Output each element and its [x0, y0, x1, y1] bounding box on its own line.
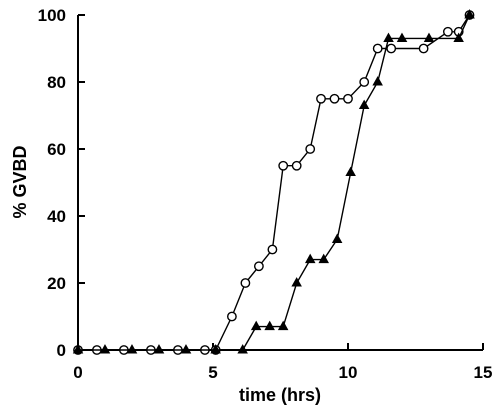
data-point-triangle [277, 320, 289, 331]
data-point-triangle [331, 233, 343, 243]
data-point-triangle [250, 320, 262, 331]
data-point-triangle [264, 320, 275, 331]
series-2-line [78, 14, 471, 351]
x-tick-label: 0 [73, 363, 82, 382]
data-point-triangle [153, 344, 165, 354]
y-tick-label: 40 [47, 207, 66, 226]
ticks: 0 20 40 60 80 100 0 5 10 15 [38, 6, 493, 382]
data-point-circle [305, 144, 316, 154]
data-point-circle [329, 93, 340, 104]
data-point-circle [226, 311, 237, 322]
x-tick-label: 15 [474, 363, 493, 382]
data-point-triangle [372, 76, 383, 86]
series-layer [72, 9, 475, 355]
data-point-circle [240, 278, 251, 288]
data-point-triangle [318, 253, 330, 264]
x-tick-label: 10 [339, 363, 358, 382]
data-point-triangle [464, 9, 475, 19]
y-tick-label: 100 [38, 6, 66, 25]
data-point-circle [253, 261, 264, 272]
data-point-circle [316, 93, 326, 104]
data-point-circle [267, 244, 278, 255]
data-point-triangle [358, 99, 370, 109]
data-point-triangle [126, 344, 138, 354]
data-point-triangle [237, 344, 248, 354]
series-2 [72, 9, 475, 354]
x-axis-title: time (hrs) [239, 385, 321, 405]
x-tick-label: 5 [208, 363, 217, 382]
data-point-circle [278, 160, 289, 171]
data-point-circle [291, 160, 302, 171]
data-point-circle [386, 43, 397, 54]
data-point-triangle [180, 344, 192, 354]
y-tick-label: 20 [47, 274, 66, 293]
y-tick-label: 0 [57, 341, 66, 360]
data-point-triangle [99, 344, 111, 354]
data-point-circle [372, 43, 383, 54]
data-point-triangle [396, 32, 408, 43]
data-point-circle [343, 93, 353, 104]
data-point-triangle [304, 253, 316, 264]
data-point-triangle [423, 32, 435, 43]
data-point-circle [418, 43, 429, 54]
data-point-triangle [383, 32, 394, 43]
data-point-triangle [291, 277, 302, 287]
data-point-triangle [210, 344, 221, 354]
y-tick-label: 80 [47, 73, 66, 92]
data-point-triangle [453, 32, 464, 43]
data-point-circle [442, 26, 453, 37]
y-axis-title: % GVBD [10, 145, 30, 218]
series-1-line [78, 14, 471, 351]
data-point-circle [359, 77, 370, 87]
y-tick-label: 60 [47, 140, 66, 159]
series-1 [73, 10, 475, 355]
data-point-triangle [345, 166, 356, 176]
data-point-triangle [72, 344, 84, 354]
